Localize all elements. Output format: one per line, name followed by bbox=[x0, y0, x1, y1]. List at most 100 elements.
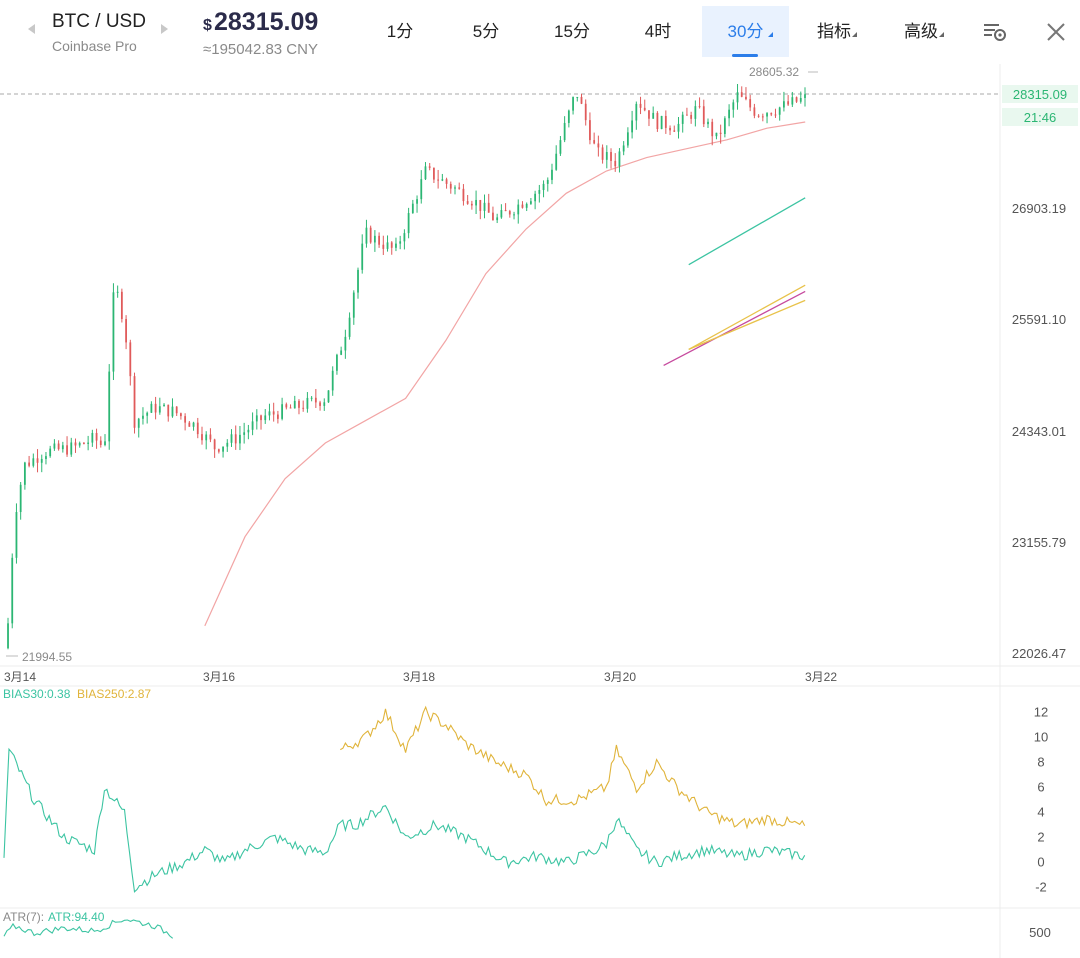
candle bbox=[542, 180, 545, 198]
trend-line[interactable] bbox=[663, 290, 806, 367]
tab-label: 1分 bbox=[386, 22, 414, 41]
candle bbox=[369, 225, 372, 244]
candle bbox=[285, 402, 288, 410]
candle-body bbox=[407, 213, 410, 234]
high-marker: 28605.32 bbox=[749, 65, 799, 79]
candle-body bbox=[761, 116, 764, 118]
candle-body bbox=[698, 106, 701, 108]
candle-body bbox=[631, 120, 634, 133]
candle-body bbox=[268, 411, 271, 416]
candle bbox=[753, 103, 756, 119]
candle-body bbox=[201, 434, 203, 441]
previous-pair-icon[interactable] bbox=[28, 24, 35, 34]
candle-body bbox=[618, 151, 621, 167]
low-marker: 21994.55 bbox=[22, 650, 72, 664]
tab-15m[interactable]: 15分 bbox=[541, 6, 603, 57]
candle bbox=[567, 109, 570, 128]
candle-body bbox=[386, 242, 389, 249]
candle-body bbox=[677, 123, 680, 132]
pair-name[interactable]: BTC / USD bbox=[52, 11, 146, 32]
candle-body bbox=[150, 403, 153, 413]
candle bbox=[28, 455, 30, 468]
candle-body bbox=[66, 445, 68, 455]
tab-indicators[interactable]: 指标 bbox=[806, 6, 862, 57]
candle bbox=[778, 106, 781, 121]
candle-body bbox=[639, 103, 642, 108]
candle bbox=[555, 145, 558, 171]
candle-body bbox=[15, 512, 18, 558]
candle bbox=[529, 198, 532, 205]
candle-body bbox=[799, 97, 802, 102]
candle-body bbox=[723, 118, 726, 134]
tab-1m[interactable]: 1分 bbox=[370, 6, 430, 57]
tab-advanced[interactable]: 高级 bbox=[893, 6, 949, 57]
candle-body bbox=[711, 121, 714, 137]
candle-body bbox=[222, 446, 224, 452]
candle bbox=[694, 100, 697, 127]
close-icon[interactable] bbox=[1045, 21, 1067, 43]
candle bbox=[45, 452, 47, 465]
x-tick-label: 3月22 bbox=[805, 670, 837, 684]
candle-body bbox=[234, 434, 237, 444]
candle-body bbox=[664, 115, 667, 128]
active-tab-indicator bbox=[732, 54, 758, 57]
atr-legend: ATR(7): ATR:94.40 bbox=[3, 910, 105, 924]
candle bbox=[213, 438, 216, 458]
candle-body bbox=[690, 114, 693, 119]
candle bbox=[475, 190, 477, 215]
candle bbox=[365, 219, 368, 248]
exchange-name: Coinbase Pro bbox=[52, 38, 137, 54]
candle bbox=[357, 267, 359, 299]
tab-30m[interactable]: 30分 bbox=[702, 6, 789, 57]
candle-body bbox=[230, 434, 233, 443]
candle-body bbox=[298, 400, 300, 408]
candle-body bbox=[357, 269, 359, 293]
bias-y-tick-label: 12 bbox=[1034, 705, 1048, 720]
candle-body bbox=[74, 442, 77, 446]
tab-4h[interactable]: 4时 bbox=[628, 6, 688, 57]
candle bbox=[239, 425, 241, 451]
candle-body bbox=[795, 97, 798, 102]
candle bbox=[281, 397, 284, 421]
candle bbox=[310, 396, 313, 402]
candle-body bbox=[83, 442, 85, 444]
candle-body bbox=[192, 422, 195, 427]
dropdown-corner-icon bbox=[939, 32, 944, 37]
candle bbox=[584, 99, 587, 126]
tab-5m[interactable]: 5分 bbox=[456, 6, 516, 57]
candle bbox=[226, 439, 229, 452]
settings-icon[interactable] bbox=[982, 19, 1010, 45]
candle-body bbox=[778, 107, 781, 115]
candle bbox=[631, 110, 634, 139]
bias-y-tick-label: 10 bbox=[1034, 730, 1048, 745]
candle bbox=[19, 482, 22, 520]
candle-body bbox=[559, 140, 562, 154]
candle bbox=[348, 312, 351, 340]
candle-body bbox=[787, 101, 790, 105]
candle bbox=[707, 118, 709, 128]
candle bbox=[78, 441, 81, 448]
candle-body bbox=[593, 140, 596, 144]
candle-body bbox=[382, 244, 385, 249]
trend-line[interactable] bbox=[688, 299, 806, 350]
trend-line[interactable] bbox=[688, 284, 806, 350]
trend-line[interactable] bbox=[688, 197, 806, 266]
candle bbox=[344, 329, 347, 359]
candle bbox=[201, 426, 203, 445]
candle bbox=[352, 290, 355, 325]
candle-body bbox=[209, 434, 212, 440]
candle-body bbox=[120, 291, 123, 319]
price-cny: ≈195042.83 CNY bbox=[203, 41, 318, 58]
candle bbox=[534, 190, 537, 210]
tab-label: 30分 bbox=[727, 22, 764, 41]
next-pair-icon[interactable] bbox=[161, 24, 168, 34]
candle bbox=[112, 283, 115, 381]
candle-body bbox=[584, 103, 587, 121]
candle bbox=[757, 114, 760, 118]
candle bbox=[407, 207, 410, 239]
trend-lines[interactable] bbox=[663, 197, 806, 367]
candle bbox=[740, 86, 743, 98]
bias-legend: BIAS30:0.38 BIAS250:2.87 bbox=[3, 687, 151, 701]
candle-body bbox=[567, 110, 570, 123]
